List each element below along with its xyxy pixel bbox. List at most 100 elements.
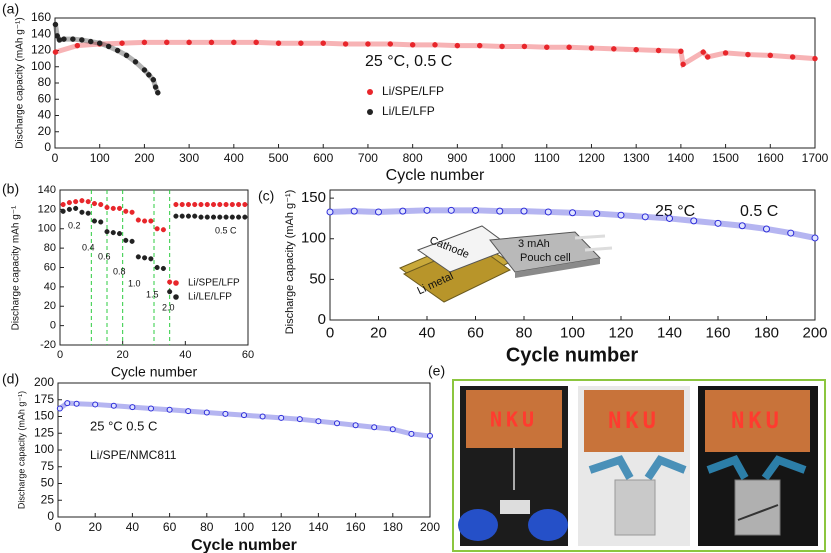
data-point [150, 77, 157, 83]
annotation: 1.0 [128, 278, 141, 288]
data-point [79, 209, 85, 215]
data-point [399, 207, 407, 215]
x-tick-label: 500 [269, 151, 289, 165]
series-line [58, 400, 431, 439]
data-point [763, 225, 770, 233]
panel-label: (a) [2, 1, 19, 17]
data-point [352, 422, 359, 429]
data-point [223, 201, 229, 208]
data-point [98, 201, 104, 208]
data-point [409, 42, 416, 48]
y-tick-label: 50 [309, 270, 326, 287]
x-tick-label: 120 [608, 324, 633, 341]
x-tick-label: 60 [163, 520, 177, 534]
y-tick-label: 20 [38, 124, 52, 138]
data-point [192, 201, 198, 208]
data-point [342, 41, 349, 47]
data-point [85, 199, 91, 205]
data-point [275, 40, 282, 46]
x-tick-label: 200 [802, 324, 827, 341]
annotation: 0.4 [82, 242, 95, 252]
data-point [160, 265, 166, 272]
x-tick-label: 160 [346, 520, 366, 534]
x-tick-label: 100 [234, 520, 254, 534]
x-tick-label: 200 [134, 151, 154, 165]
data-point [148, 218, 154, 224]
data-point [173, 213, 179, 219]
y-tick-label: 150 [34, 409, 54, 423]
data-point [787, 229, 795, 237]
y-tick-label: 80 [44, 242, 56, 254]
data-point [745, 51, 751, 58]
data-point [389, 426, 396, 433]
data-point [116, 205, 123, 211]
data-point [104, 204, 110, 210]
data-point [208, 39, 215, 46]
data-point [116, 231, 123, 237]
annotation: Li/SPE/NMC811 [90, 448, 177, 462]
data-point [387, 41, 394, 47]
y-tick-label: 0 [50, 320, 56, 332]
data-point [593, 210, 601, 218]
data-point [427, 432, 433, 439]
data-point [52, 21, 59, 28]
data-point [61, 36, 67, 42]
data-point [223, 214, 229, 220]
data-point [655, 47, 662, 54]
legend-marker [173, 280, 179, 286]
data-point [85, 210, 91, 216]
data-point [167, 279, 173, 285]
data-point [142, 255, 148, 261]
annotation: 0.8 [113, 266, 126, 276]
photo: NKU [578, 386, 690, 546]
x-tick-label: 40 [419, 324, 436, 341]
y-tick-label: 100 [31, 59, 51, 73]
data-point [56, 37, 63, 43]
plot-frame [54, 17, 816, 149]
data-point [164, 39, 170, 46]
photo-frame [452, 379, 826, 552]
data-point [155, 90, 161, 96]
data-point [148, 405, 154, 412]
data-point [79, 37, 85, 43]
led-text: NKU [490, 408, 538, 432]
data-point [91, 201, 98, 207]
data-point [476, 42, 483, 49]
data-point [198, 201, 204, 208]
data-point [365, 41, 371, 47]
y-axis-label: Discharge capacity (mAh g⁻¹) [284, 190, 296, 335]
x-tick-label: 200 [420, 520, 440, 534]
x-tick-label: 0 [57, 349, 63, 361]
data-point [544, 44, 550, 50]
data-point [278, 414, 285, 421]
data-point [141, 39, 148, 46]
x-tick-label: 1000 [489, 151, 516, 165]
x-tick-label: 1100 [534, 151, 560, 165]
data-point [298, 40, 304, 46]
data-point [88, 38, 94, 45]
data-point [198, 214, 204, 220]
data-point [66, 200, 72, 206]
x-tick-label: 1600 [757, 151, 784, 165]
legend-marker [173, 294, 179, 300]
x-tick-label: 60 [467, 324, 484, 341]
data-point [588, 45, 595, 51]
x-tick-label: 80 [516, 324, 533, 341]
y-tick-label: 175 [34, 392, 54, 406]
annotation: 0.6 [98, 251, 111, 261]
x-tick-label: 80 [200, 520, 214, 534]
data-point [92, 401, 99, 408]
legend-label: Li/SPE/LFP [188, 278, 240, 289]
data-point [259, 413, 266, 420]
data-point [408, 430, 415, 437]
x-tick-label: 120 [271, 520, 291, 534]
data-point [241, 412, 247, 419]
data-point [104, 229, 110, 235]
data-point [56, 405, 63, 412]
data-point [123, 52, 130, 59]
x-tick-label: 160 [705, 324, 730, 341]
photo: NKU [698, 386, 818, 546]
data-point [253, 39, 259, 46]
data-point [110, 205, 116, 211]
data-point [166, 406, 173, 413]
